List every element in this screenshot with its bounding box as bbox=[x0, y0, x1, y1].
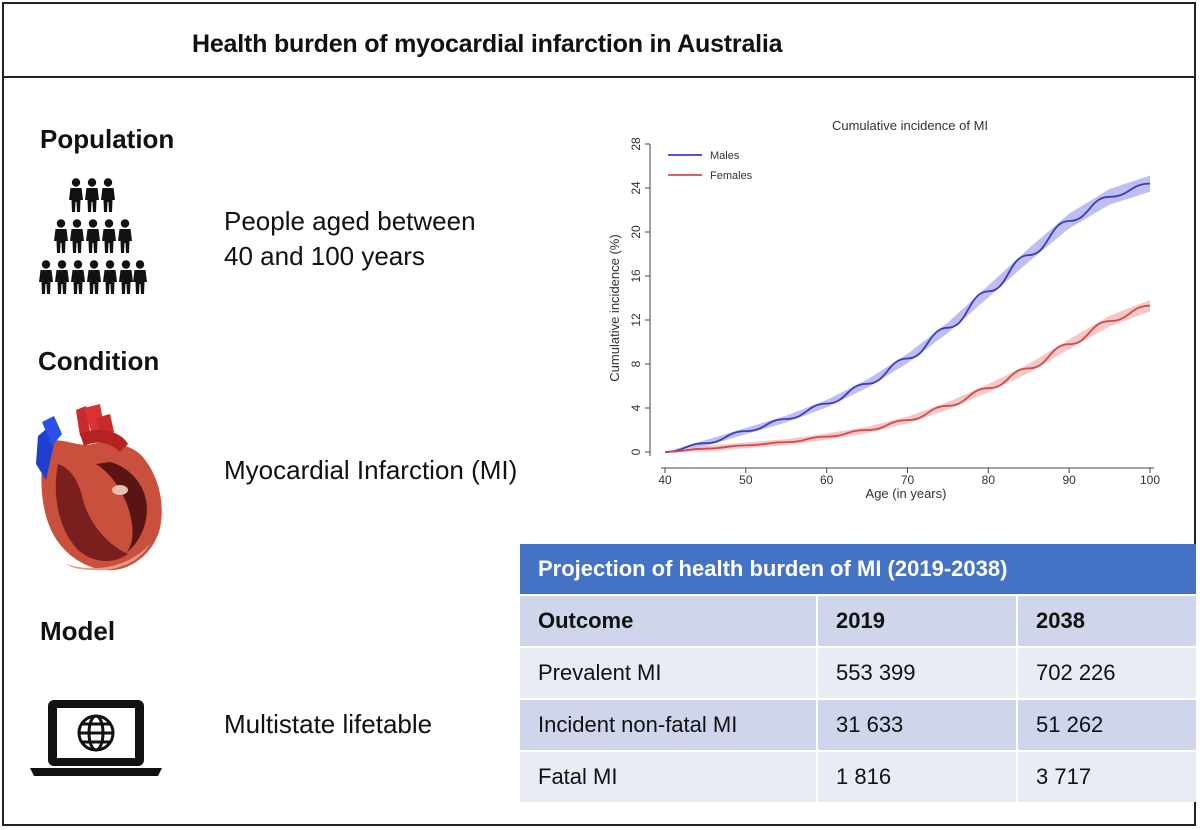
x-tick-label: 100 bbox=[1140, 473, 1160, 487]
model-label: Model bbox=[40, 616, 116, 646]
cell-2019: 1 816 bbox=[816, 750, 1016, 802]
population-text: People aged between 40 and 100 years bbox=[224, 204, 476, 274]
cell-outcome: Incident non-fatal MI bbox=[520, 698, 816, 750]
chart-lines bbox=[664, 182, 1151, 453]
population-label: Population bbox=[40, 124, 175, 154]
title-bar: Health burden of myocardial infarction i… bbox=[4, 4, 1194, 78]
y-tick-label: 20 bbox=[629, 225, 643, 239]
y-tick-label: 4 bbox=[629, 404, 643, 411]
cell-2038: 3 717 bbox=[1016, 750, 1196, 802]
legend-label-females: Females bbox=[710, 170, 753, 182]
cell-2038: 51 262 bbox=[1016, 698, 1196, 750]
x-tick-label: 40 bbox=[658, 473, 672, 487]
x-tick-label: 60 bbox=[820, 473, 834, 487]
header-outcome: Outcome bbox=[520, 594, 816, 646]
header-2038: 2038 bbox=[1016, 594, 1196, 646]
y-tick-label: 0 bbox=[629, 448, 643, 455]
chart-title: Cumulative incidence of MI bbox=[832, 118, 988, 133]
series-band-females bbox=[665, 300, 1150, 452]
y-tick-label: 8 bbox=[629, 360, 643, 367]
population-text-line2: 40 and 100 years bbox=[224, 241, 425, 271]
x-axis-label: Age (in years) bbox=[866, 486, 947, 501]
projection-table: Projection of health burden of MI (2019-… bbox=[520, 544, 1196, 802]
cumulative-incidence-chart: Cumulative incidence of MI 0 4 8 12 16 20 24 28… bbox=[607, 118, 1160, 501]
x-tick-label: 70 bbox=[901, 473, 915, 487]
cell-2019: 31 633 bbox=[816, 698, 1016, 750]
header-2019: 2019 bbox=[816, 594, 1016, 646]
series-line-females bbox=[664, 304, 1151, 453]
projection-table-title: Projection of health burden of MI (2019-… bbox=[520, 544, 1196, 594]
y-tick-label: 28 bbox=[629, 137, 643, 151]
people-pyramid-icon bbox=[39, 178, 147, 294]
heart-icon bbox=[36, 404, 162, 571]
cell-2019: 553 399 bbox=[816, 646, 1016, 698]
table-row: Fatal MI 1 816 3 717 bbox=[520, 750, 1196, 802]
population-text-line1: People aged between bbox=[224, 206, 476, 236]
x-tick-label: 90 bbox=[1062, 473, 1076, 487]
cell-outcome: Prevalent MI bbox=[520, 646, 816, 698]
y-tick-label: 12 bbox=[629, 313, 643, 327]
y-tick-label: 24 bbox=[629, 181, 643, 195]
table-row: Incident non-fatal MI 31 633 51 262 bbox=[520, 698, 1196, 750]
model-text: Multistate lifetable bbox=[224, 709, 433, 739]
y-tick-label: 16 bbox=[629, 269, 643, 283]
chart-legend: Males Females bbox=[668, 150, 753, 182]
table-header-row: Outcome 2019 2038 bbox=[520, 594, 1196, 646]
cell-2038: 702 226 bbox=[1016, 646, 1196, 698]
chart-axes: 0 4 8 12 16 20 24 28 40 50 60 70 80 90 100 bbox=[629, 137, 1160, 487]
cell-outcome: Fatal MI bbox=[520, 750, 816, 802]
condition-label: Condition bbox=[38, 346, 160, 376]
condition-text: Myocardial Infarction (MI) bbox=[224, 455, 518, 485]
series-band-males bbox=[665, 175, 1150, 452]
table-row: Prevalent MI 553 399 702 226 bbox=[520, 646, 1196, 698]
chart-bands bbox=[665, 175, 1150, 452]
legend-label-males: Males bbox=[710, 150, 740, 162]
x-tick-label: 80 bbox=[982, 473, 996, 487]
page-title: Health burden of myocardial infarction i… bbox=[192, 30, 783, 58]
y-axis-label: Cumulative incidence (%) bbox=[607, 234, 622, 381]
laptop-globe-icon bbox=[30, 700, 162, 776]
globe-icon bbox=[77, 714, 115, 752]
x-tick-label: 50 bbox=[739, 473, 753, 487]
series-line-males bbox=[664, 182, 1151, 453]
